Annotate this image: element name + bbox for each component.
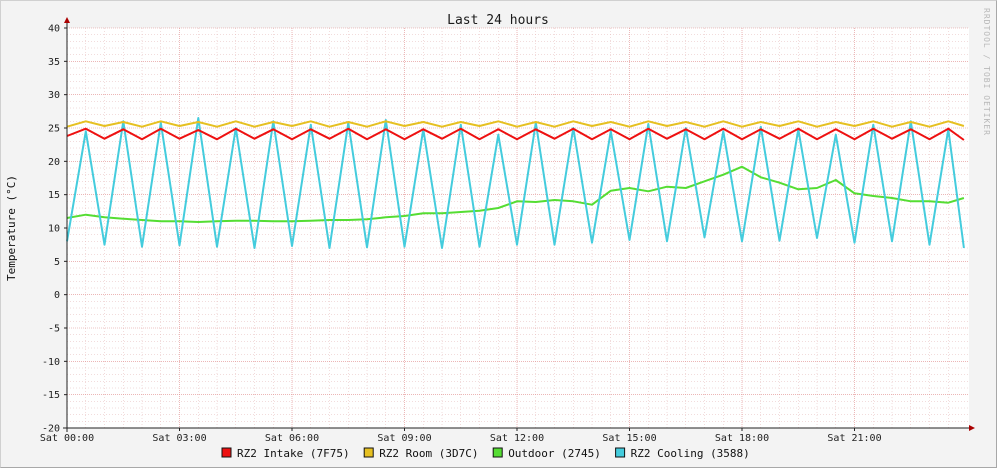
series-line <box>66 120 965 128</box>
chart-title: Last 24 hours <box>447 13 549 28</box>
y-tick-label: 35 <box>48 57 60 68</box>
y-tick-label: 40 <box>48 24 60 35</box>
y-tick-label: -5 <box>48 324 60 335</box>
x-axis-arrow <box>969 425 975 431</box>
x-tick-label: Sat 09:00 <box>377 433 431 444</box>
x-axis-ticks: Sat 00:00 Sat 03:00 Sat 06:00 Sat 09:00 Sat … <box>40 428 882 444</box>
y-axis-ticks: 40 35 30 25 20 15 10 5 0 -5 -10 -15 -20 <box>42 24 67 435</box>
y-tick-label: 5 <box>54 257 60 268</box>
legend-entry: RZ2 Cooling (3588) <box>631 447 750 460</box>
legend: RZ2 Intake (7F75) RZ2 Room (3D7C) Outdoor … <box>221 447 750 460</box>
y-axis-arrow <box>64 17 70 23</box>
rrdtool-watermark: RRDTOOL / TOBI OETIKER <box>982 8 991 136</box>
series-line <box>66 127 965 141</box>
axes <box>63 17 975 432</box>
y-tick-label: 20 <box>48 157 60 168</box>
legend-swatch <box>615 447 626 458</box>
y-tick-label: -15 <box>42 390 60 401</box>
y-tick-label: -20 <box>42 424 60 435</box>
legend-swatch <box>363 447 374 458</box>
x-tick-label: Sat 06:00 <box>265 433 319 444</box>
series-lines <box>66 117 965 249</box>
x-tick-label: Sat 21:00 <box>827 433 881 444</box>
y-tick-label: 30 <box>48 90 60 101</box>
series-line <box>66 117 965 249</box>
x-tick-label: Sat 03:00 <box>152 433 206 444</box>
y-tick-label: 0 <box>54 290 60 301</box>
y-tick-label: 25 <box>48 124 60 135</box>
legend-entry: Outdoor (2745) <box>508 447 601 460</box>
x-tick-label: Sat 18:00 <box>715 433 769 444</box>
series-line <box>66 165 965 223</box>
y-tick-label: -10 <box>42 357 60 368</box>
legend-entry: RZ2 Intake (7F75) <box>237 447 350 460</box>
x-tick-label: Sat 00:00 <box>40 433 94 444</box>
y-tick-label: 10 <box>48 224 60 235</box>
legend-entry: RZ2 Room (3D7C) <box>379 447 478 460</box>
x-tick-label: Sat 15:00 <box>602 433 656 444</box>
y-axis-label: Temperature (°C) <box>5 175 18 281</box>
legend-swatch <box>221 447 232 458</box>
y-tick-label: 15 <box>48 190 60 201</box>
legend-swatch <box>492 447 503 458</box>
x-tick-label: Sat 12:00 <box>490 433 544 444</box>
